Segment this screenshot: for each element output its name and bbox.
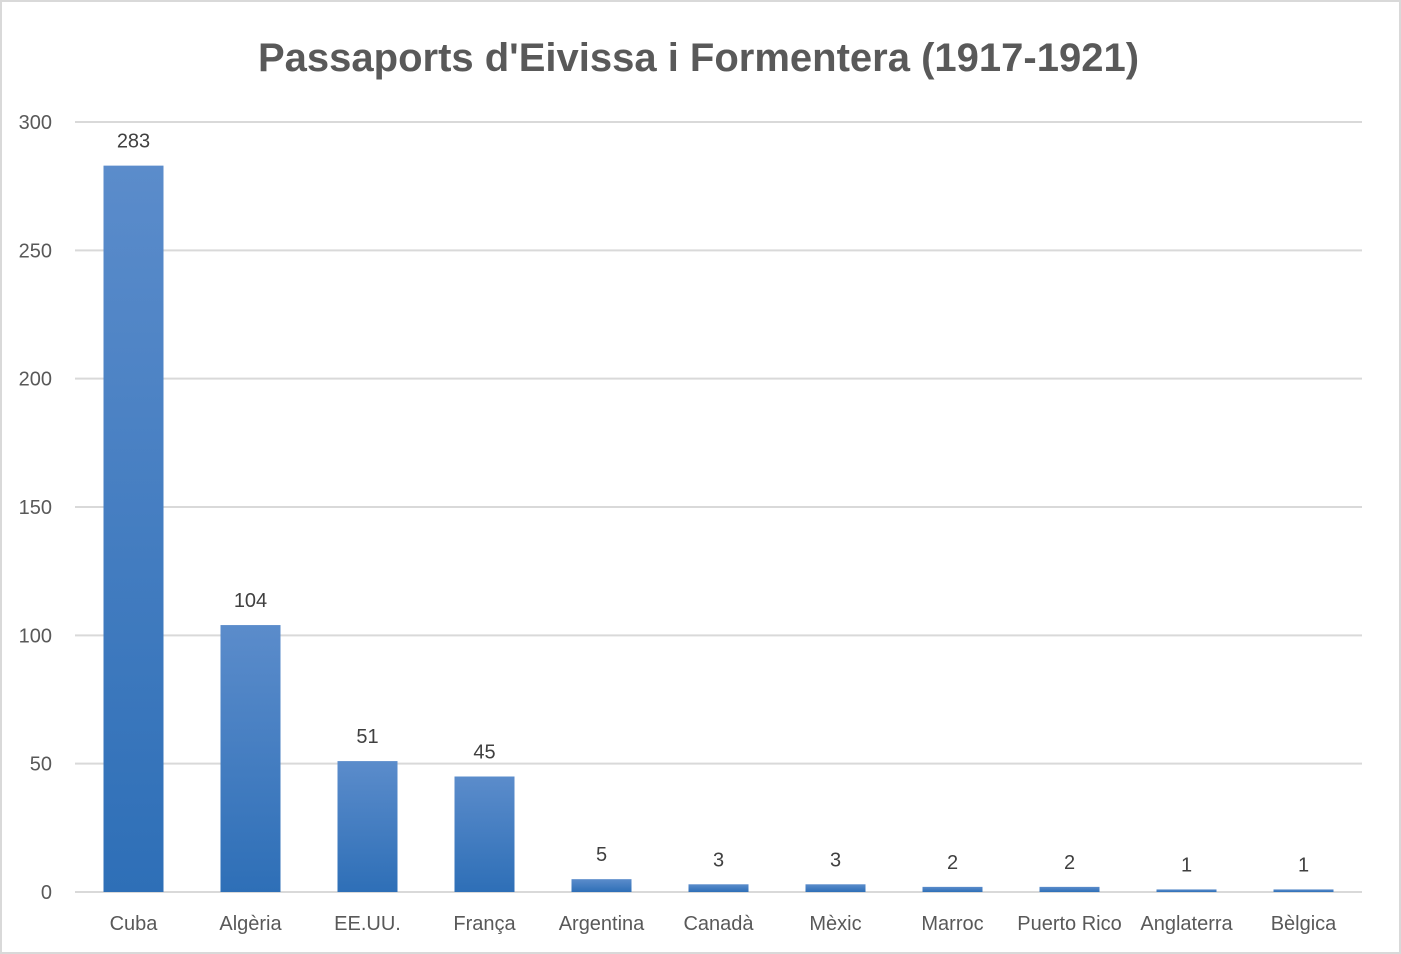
y-tick-label: 100 (19, 625, 52, 647)
data-label: 2 (1064, 852, 1075, 874)
chart-title: Passaports d'Eivissa i Formentera (1917-… (257, 36, 1140, 80)
x-tick-label: França (453, 913, 516, 935)
x-tick-label: Marroc (921, 913, 983, 935)
data-label: 1 (1298, 854, 1309, 876)
data-label: 5 (596, 844, 607, 866)
bar (688, 884, 749, 892)
bar (454, 776, 515, 892)
data-label: 1 (1181, 854, 1192, 876)
data-label: 3 (713, 849, 724, 871)
x-tick-label: Anglaterra (1140, 913, 1233, 935)
x-axis-ticks: Cuba Algèria EE.UU. França Argentina Canadà Mè… (110, 913, 1338, 935)
y-tick-label: 150 (19, 497, 52, 519)
x-tick-label: Mèxic (809, 913, 861, 935)
data-label: 3 (830, 849, 841, 871)
y-tick-label: 50 (30, 754, 52, 776)
gridlines (75, 121, 1362, 893)
bar (1039, 886, 1100, 892)
x-tick-label: EE.UU. (334, 913, 401, 935)
x-tick-label: Puerto Rico (1017, 913, 1122, 935)
bar (220, 625, 281, 892)
x-tick-label: Argentina (559, 913, 645, 935)
y-axis-ticks: 0 50 100 150 200 250 300 (19, 112, 52, 904)
x-tick-label: Canadà (683, 913, 754, 935)
data-labels: 283 104 51 45 5 3 3 2 2 1 1 (117, 131, 1309, 877)
y-tick-label: 250 (19, 240, 52, 262)
data-label: 104 (234, 590, 267, 612)
bar (922, 886, 983, 892)
y-tick-label: 0 (41, 882, 52, 904)
data-label: 51 (356, 726, 378, 748)
x-tick-label: Cuba (110, 913, 159, 935)
y-tick-label: 200 (19, 369, 52, 391)
bar (805, 884, 866, 892)
bar (337, 761, 398, 892)
y-tick-label: 300 (19, 112, 52, 134)
data-label: 2 (947, 852, 958, 874)
data-label: 283 (117, 131, 150, 153)
bars (103, 165, 1334, 893)
data-label: 45 (473, 742, 495, 764)
bar (103, 165, 164, 893)
bar (1156, 889, 1217, 892)
x-tick-label: Algèria (219, 913, 282, 935)
x-tick-label: Bèlgica (1271, 913, 1337, 935)
bar (571, 879, 632, 892)
bar (1273, 889, 1334, 892)
